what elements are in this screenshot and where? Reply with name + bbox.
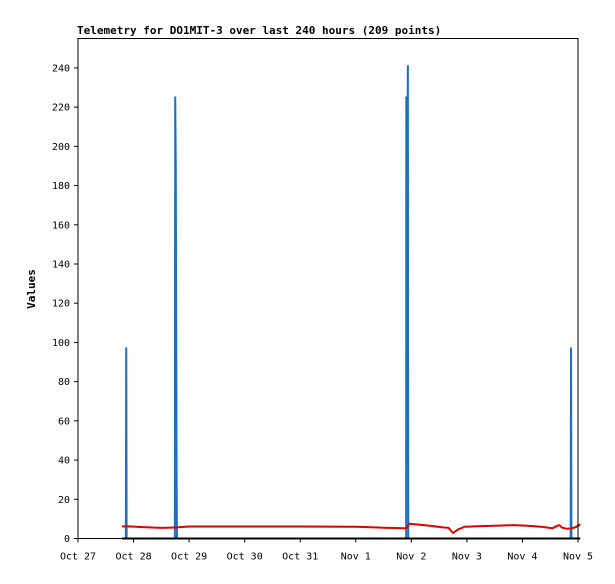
y-tick-label: 220: [52, 103, 70, 114]
x-tick-label: Nov 1: [341, 552, 371, 563]
y-tick-label: 40: [58, 456, 70, 467]
y-tick-label: 200: [52, 142, 70, 153]
y-tick-label: 100: [52, 338, 70, 349]
y-tick-label: 160: [52, 220, 70, 231]
chart-title: Telemetry for DO1MIT-3 over last 240 hou…: [77, 24, 441, 37]
y-tick-label: 240: [52, 63, 70, 74]
y-tick-label: 20: [58, 495, 70, 506]
y-tick-label: 80: [58, 377, 70, 388]
x-tick-label: Oct 29: [171, 552, 207, 563]
y-tick-label: 140: [52, 259, 70, 270]
x-tick-label: Oct 27: [60, 552, 96, 563]
plot-area: 0 20 40 60 80 100 120 140 160 180 200 220 240 Oct 27 O…: [52, 63, 593, 562]
y-tick-label: 60: [58, 416, 70, 427]
y-tick-label: 0: [64, 534, 70, 545]
x-tick-label: Nov 2: [396, 552, 426, 563]
x-tick-label: Oct 28: [115, 552, 151, 563]
series-trend-line: [121, 522, 581, 535]
y-axis-label: Values: [25, 269, 38, 309]
x-tick-label: Oct 31: [282, 552, 318, 563]
x-tick-label: Nov 4: [507, 552, 537, 563]
y-tick-label: 120: [52, 299, 70, 310]
y-tick-label: 180: [52, 181, 70, 192]
x-tick-label: Oct 30: [227, 552, 263, 563]
x-tick-label: Nov 3: [452, 552, 482, 563]
series-spikes-line: [124, 64, 573, 540]
x-tick-label: Nov 5: [563, 552, 593, 563]
plot-frame: [77, 38, 579, 539]
